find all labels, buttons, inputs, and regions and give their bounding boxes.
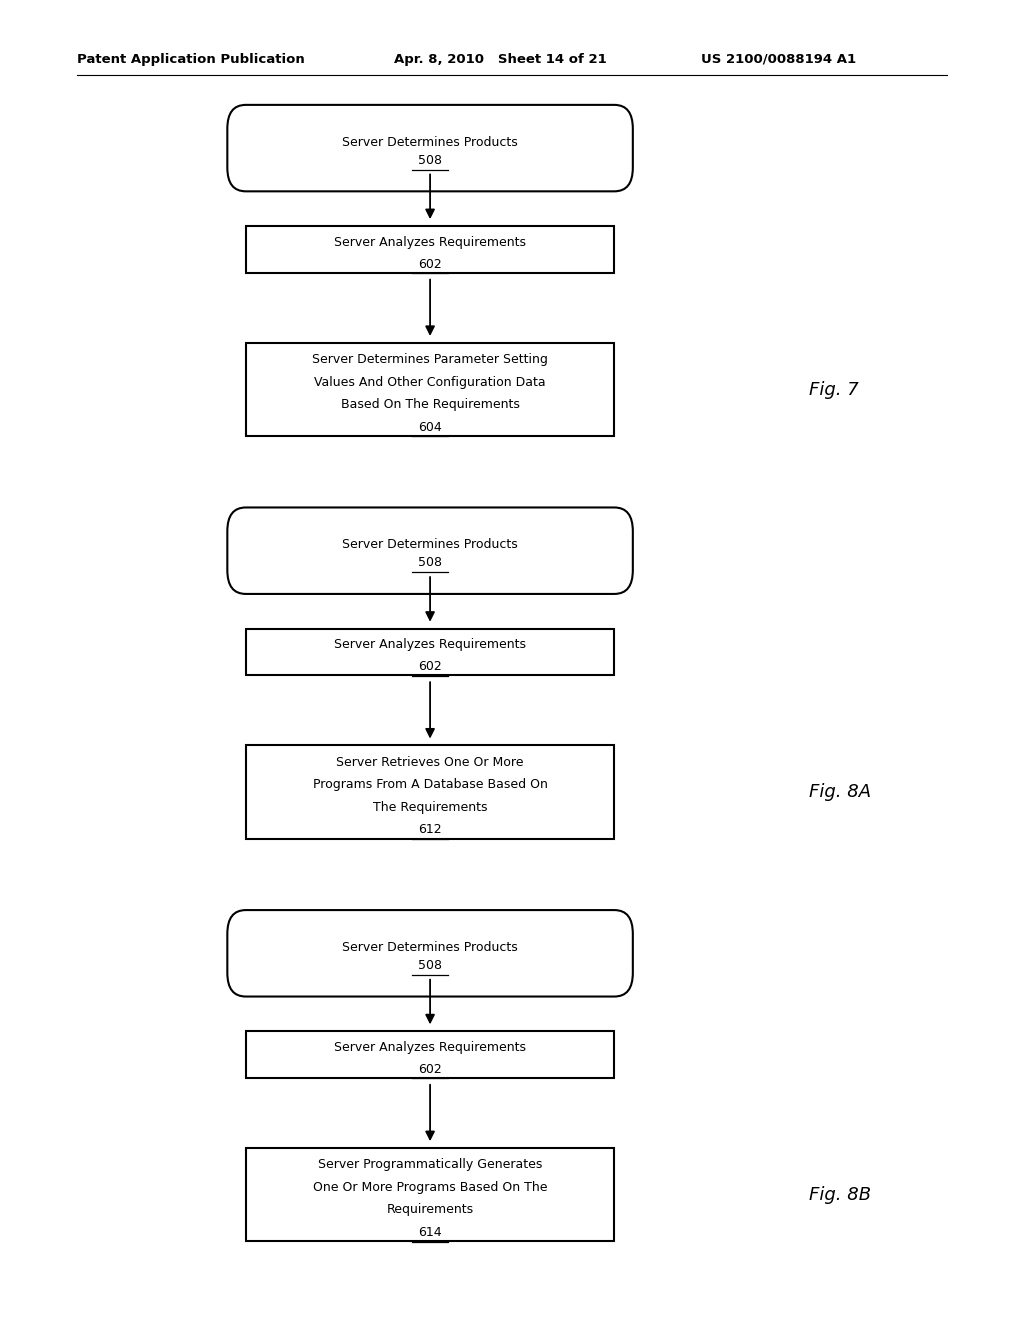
Text: Server Determines Products: Server Determines Products [342,136,518,149]
Text: Apr. 8, 2010   Sheet 14 of 21: Apr. 8, 2010 Sheet 14 of 21 [394,53,607,66]
Text: 602: 602 [418,257,442,271]
Text: The Requirements: The Requirements [373,801,487,814]
Text: Server Determines Parameter Setting: Server Determines Parameter Setting [312,354,548,366]
Text: Requirements: Requirements [386,1204,474,1217]
Text: 602: 602 [418,1063,442,1076]
Text: Fig. 8B: Fig. 8B [809,1185,871,1204]
FancyBboxPatch shape [246,628,614,676]
Text: Patent Application Publication: Patent Application Publication [77,53,304,66]
Text: Server Determines Products: Server Determines Products [342,941,518,954]
FancyBboxPatch shape [246,226,614,273]
Text: 612: 612 [418,824,442,837]
Text: Programs From A Database Based On: Programs From A Database Based On [312,779,548,791]
Text: Based On The Requirements: Based On The Requirements [341,399,519,412]
Text: Fig. 8A: Fig. 8A [809,783,871,801]
Text: 614: 614 [418,1226,442,1239]
FancyBboxPatch shape [246,1148,614,1241]
Text: 508: 508 [418,960,442,972]
Text: 508: 508 [418,154,442,166]
Text: Server Analyzes Requirements: Server Analyzes Requirements [334,1041,526,1053]
FancyBboxPatch shape [227,507,633,594]
Text: 604: 604 [418,421,442,434]
Text: Server Programmatically Generates: Server Programmatically Generates [317,1159,543,1171]
FancyBboxPatch shape [246,1031,614,1078]
FancyBboxPatch shape [246,343,614,436]
Text: US 2100/0088194 A1: US 2100/0088194 A1 [701,53,856,66]
Text: Server Determines Products: Server Determines Products [342,539,518,552]
FancyBboxPatch shape [246,746,614,840]
Text: Fig. 7: Fig. 7 [809,380,859,399]
Text: Server Analyzes Requirements: Server Analyzes Requirements [334,639,526,651]
Text: 602: 602 [418,660,442,673]
Text: One Or More Programs Based On The: One Or More Programs Based On The [312,1181,548,1193]
Text: Server Retrieves One Or More: Server Retrieves One Or More [336,756,524,768]
Text: 508: 508 [418,557,442,569]
FancyBboxPatch shape [227,104,633,191]
Text: Values And Other Configuration Data: Values And Other Configuration Data [314,376,546,388]
Text: Server Analyzes Requirements: Server Analyzes Requirements [334,236,526,248]
FancyBboxPatch shape [227,909,633,997]
